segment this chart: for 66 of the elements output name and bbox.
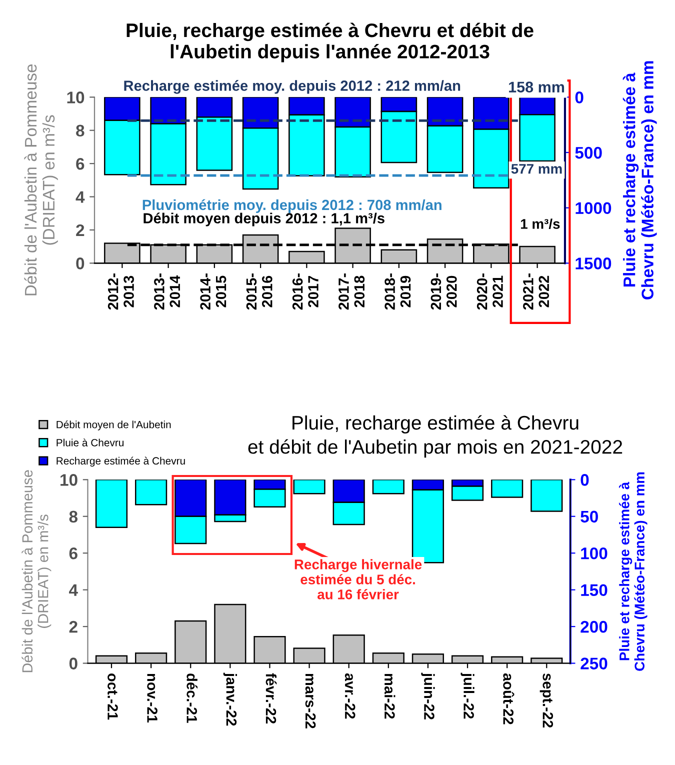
- y-tick-label: 0: [76, 258, 84, 270]
- y2-tick-label: 0: [575, 92, 584, 104]
- x-tick-label: 2014- 2015: [200, 273, 226, 310]
- annotation: Recharge hivernale estimée du 5 déc. au 16 février: [294, 559, 422, 600]
- y2-tick-label: 100: [581, 547, 608, 560]
- legend-label: Pluie à Chevru: [56, 438, 124, 446]
- y-tick-label: 2: [69, 620, 78, 633]
- bar: [491, 480, 524, 498]
- y2-tick-label: 1500: [576, 258, 612, 270]
- x-tick-label: 2019- 2020: [430, 273, 457, 310]
- y-tick-label: 4: [76, 191, 85, 203]
- bar: [134, 480, 168, 506]
- x-tick-label: 2017- 2018: [338, 273, 365, 310]
- x-tick-label: 2018- 2019: [384, 273, 411, 310]
- bar: [372, 480, 404, 494]
- x-tick-label: nov.-21: [147, 674, 158, 723]
- text: 1 m³/s: [521, 218, 560, 230]
- y-tick-label: 8: [76, 124, 84, 137]
- x-tick-label: déc.-21: [186, 674, 198, 723]
- y2-tick-label: 150: [581, 584, 608, 596]
- y2-tick-label: 50: [580, 510, 598, 523]
- y-tick-label: 10: [67, 92, 84, 104]
- bar: [95, 480, 128, 528]
- x-tick-label: 2013- 2014: [154, 273, 180, 310]
- y-tick-label: 0: [69, 658, 78, 670]
- legend-label: Débit moyen de l'Aubetin: [56, 420, 171, 430]
- y-tick-label: 6: [69, 547, 78, 560]
- y2-tick-label: 0: [580, 474, 589, 486]
- x-tick-label: sept.-22: [540, 673, 554, 728]
- x-tick-label: 2012- 2013: [108, 273, 134, 310]
- annotation: 577 mm: [511, 164, 562, 174]
- y-tick-label: 2: [76, 224, 84, 236]
- x-tick-label: 2020- 2021: [476, 273, 503, 310]
- x-tick-label: 2021- 2022: [523, 273, 550, 310]
- x-tick-label: mars-22: [305, 674, 316, 728]
- text: 158 mm: [509, 82, 564, 92]
- bar: [530, 480, 563, 512]
- ref-line-label: Recharge estimée moy. depuis 2012 : 212 mm/an: [124, 80, 460, 94]
- x-tick-label: janv.-22: [223, 672, 237, 726]
- x-tick-label: août-22: [503, 673, 514, 724]
- x-tick-label: juin-22: [421, 672, 435, 720]
- ref-line-label: Débit moyen depuis 2012 : 1,1 m³/s: [144, 212, 384, 226]
- x-tick-label: 2015- 2016: [246, 273, 272, 310]
- chart-title: Pluie, recharge estimée à Chevru et débit de l'Aubetin depuis l'année 2012-2013: [126, 22, 534, 62]
- x-tick-label: 2016- 2017: [292, 273, 318, 310]
- y2-tick-label: 250: [580, 658, 608, 670]
- x-tick-label: mai-22: [384, 674, 396, 719]
- chart-title: Pluie, recharge estimée à Chevru et débit de l'Aubetin par mois en 2021-2022: [248, 415, 622, 458]
- y2-tick-label: 200: [580, 620, 608, 633]
- y2-tick-label: 500: [575, 146, 602, 159]
- x-tick-label: oct.-21: [108, 674, 118, 720]
- y-tick-label: 10: [60, 474, 78, 486]
- y-tick-label: 6: [76, 158, 84, 170]
- y2-axis-title: Pluie et recharge estimée à Chevru (Météo-France) en mm: [622, 61, 657, 300]
- x-tick-label: juil.-22: [460, 672, 474, 719]
- ref-line-label: Pluviométrie moy. depuis 2012 : 708 mm/an: [142, 199, 442, 213]
- x-tick-label: févr.-22: [266, 673, 277, 724]
- y-tick-label: 8: [69, 510, 78, 523]
- y-axis-title: Débit de l'Aubetin à Pommeuse (DRIEAT) en m³/s: [24, 64, 58, 296]
- y2-axis-title: Pluie et recharge estimée à Chevru (Météo-France) en mm: [619, 472, 648, 671]
- bar: [293, 480, 326, 494]
- y-axis-title: Débit de l'Aubetin à Pommeuse (DRIEAT) en m³/s: [22, 470, 52, 672]
- y-tick-label: 4: [69, 584, 78, 596]
- legend-label: Recharge estimée à Chevru: [56, 456, 185, 467]
- x-tick-label: avr.-22: [344, 673, 356, 719]
- y2-tick-label: 1000: [576, 202, 612, 214]
